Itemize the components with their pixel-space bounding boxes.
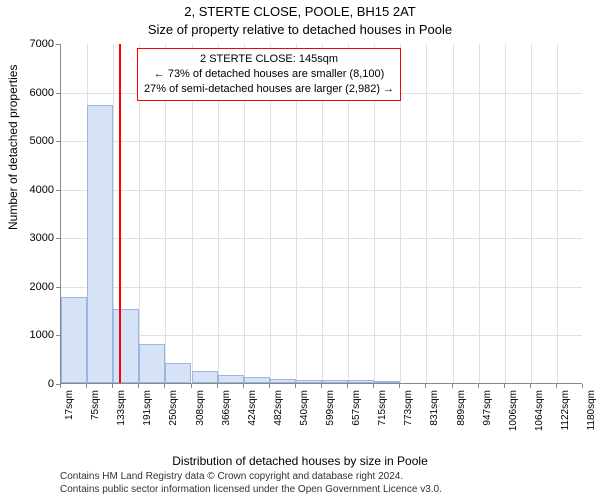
reference-line: [119, 44, 121, 383]
y-tick-label: 7000: [22, 38, 54, 50]
x-tick-mark: [269, 384, 270, 388]
gridline-v: [531, 44, 532, 383]
x-tick-label: 947sqm: [482, 390, 493, 438]
histogram-bar: [322, 380, 348, 383]
y-tick-mark: [56, 238, 60, 239]
histogram-bar: [374, 381, 400, 383]
x-tick-label: 1180sqm: [586, 390, 597, 438]
x-tick-mark: [373, 384, 374, 388]
x-tick-mark: [60, 384, 61, 388]
chart-title: 2, STERTE CLOSE, POOLE, BH15 2AT: [0, 4, 600, 19]
x-tick-mark: [295, 384, 296, 388]
x-tick-mark: [243, 384, 244, 388]
x-tick-mark: [217, 384, 218, 388]
x-tick-label: 250sqm: [168, 390, 179, 438]
x-tick-mark: [556, 384, 557, 388]
y-tick-label: 5000: [22, 135, 54, 147]
x-tick-label: 482sqm: [273, 390, 284, 438]
x-tick-label: 17sqm: [64, 390, 75, 438]
x-tick-label: 308sqm: [195, 390, 206, 438]
gridline-v: [505, 44, 506, 383]
y-tick-label: 1000: [22, 329, 54, 341]
histogram-bar: [113, 309, 139, 383]
x-tick-mark: [478, 384, 479, 388]
y-tick-label: 2000: [22, 281, 54, 293]
annotation-line: 2 STERTE CLOSE: 145sqm: [144, 52, 394, 67]
y-tick-label: 4000: [22, 184, 54, 196]
x-tick-label: 366sqm: [221, 390, 232, 438]
histogram-bar: [296, 380, 322, 383]
y-tick-label: 0: [22, 378, 54, 390]
gridline-v: [557, 44, 558, 383]
x-tick-label: 1006sqm: [508, 390, 519, 438]
histogram-bar: [270, 379, 296, 383]
x-tick-mark: [347, 384, 348, 388]
histogram-bar: [348, 380, 374, 383]
x-tick-mark: [86, 384, 87, 388]
x-tick-mark: [399, 384, 400, 388]
histogram-bar: [139, 344, 165, 383]
y-tick-mark: [56, 141, 60, 142]
plot-area: 2 STERTE CLOSE: 145sqm← 73% of detached …: [60, 44, 582, 384]
x-tick-mark: [112, 384, 113, 388]
x-tick-mark: [425, 384, 426, 388]
footer-line-1: Contains HM Land Registry data © Crown c…: [60, 471, 580, 484]
y-tick-label: 3000: [22, 232, 54, 244]
footer-line-2: Contains public sector information licen…: [60, 484, 580, 497]
histogram-bar: [87, 105, 113, 383]
footer-attribution: Contains HM Land Registry data © Crown c…: [60, 471, 580, 496]
gridline-v: [479, 44, 480, 383]
x-tick-label: 657sqm: [351, 390, 362, 438]
histogram-bar: [218, 375, 244, 383]
x-tick-label: 831sqm: [429, 390, 440, 438]
x-tick-label: 424sqm: [247, 390, 258, 438]
y-tick-mark: [56, 93, 60, 94]
histogram-bar: [61, 297, 87, 383]
y-tick-mark: [56, 44, 60, 45]
x-tick-label: 75sqm: [90, 390, 101, 438]
histogram-bar: [244, 377, 270, 383]
chart-container: 2, STERTE CLOSE, POOLE, BH15 2AT Size of…: [0, 0, 600, 500]
y-tick-label: 6000: [22, 87, 54, 99]
x-tick-label: 1064sqm: [534, 390, 545, 438]
x-tick-mark: [582, 384, 583, 388]
x-tick-label: 540sqm: [299, 390, 310, 438]
x-tick-mark: [191, 384, 192, 388]
x-tick-mark: [530, 384, 531, 388]
annotation-box: 2 STERTE CLOSE: 145sqm← 73% of detached …: [137, 48, 401, 101]
x-tick-mark: [504, 384, 505, 388]
x-tick-label: 133sqm: [116, 390, 127, 438]
x-tick-mark: [138, 384, 139, 388]
y-tick-mark: [56, 190, 60, 191]
x-tick-label: 715sqm: [377, 390, 388, 438]
chart-subtitle: Size of property relative to detached ho…: [0, 22, 600, 37]
x-tick-mark: [452, 384, 453, 388]
x-tick-label: 773sqm: [403, 390, 414, 438]
x-axis-label: Distribution of detached houses by size …: [0, 454, 600, 468]
x-tick-label: 1122sqm: [560, 390, 571, 438]
y-tick-mark: [56, 335, 60, 336]
x-tick-mark: [164, 384, 165, 388]
x-tick-label: 889sqm: [456, 390, 467, 438]
histogram-bar: [192, 371, 218, 383]
x-tick-label: 599sqm: [325, 390, 336, 438]
x-tick-label: 191sqm: [142, 390, 153, 438]
histogram-bar: [165, 363, 191, 383]
x-tick-mark: [321, 384, 322, 388]
annotation-line: 27% of semi-detached houses are larger (…: [144, 82, 394, 97]
y-axis-label: Number of detached properties: [6, 65, 20, 230]
y-tick-mark: [56, 287, 60, 288]
gridline-v: [426, 44, 427, 383]
gridline-v: [453, 44, 454, 383]
annotation-line: ← 73% of detached houses are smaller (8,…: [144, 67, 394, 82]
